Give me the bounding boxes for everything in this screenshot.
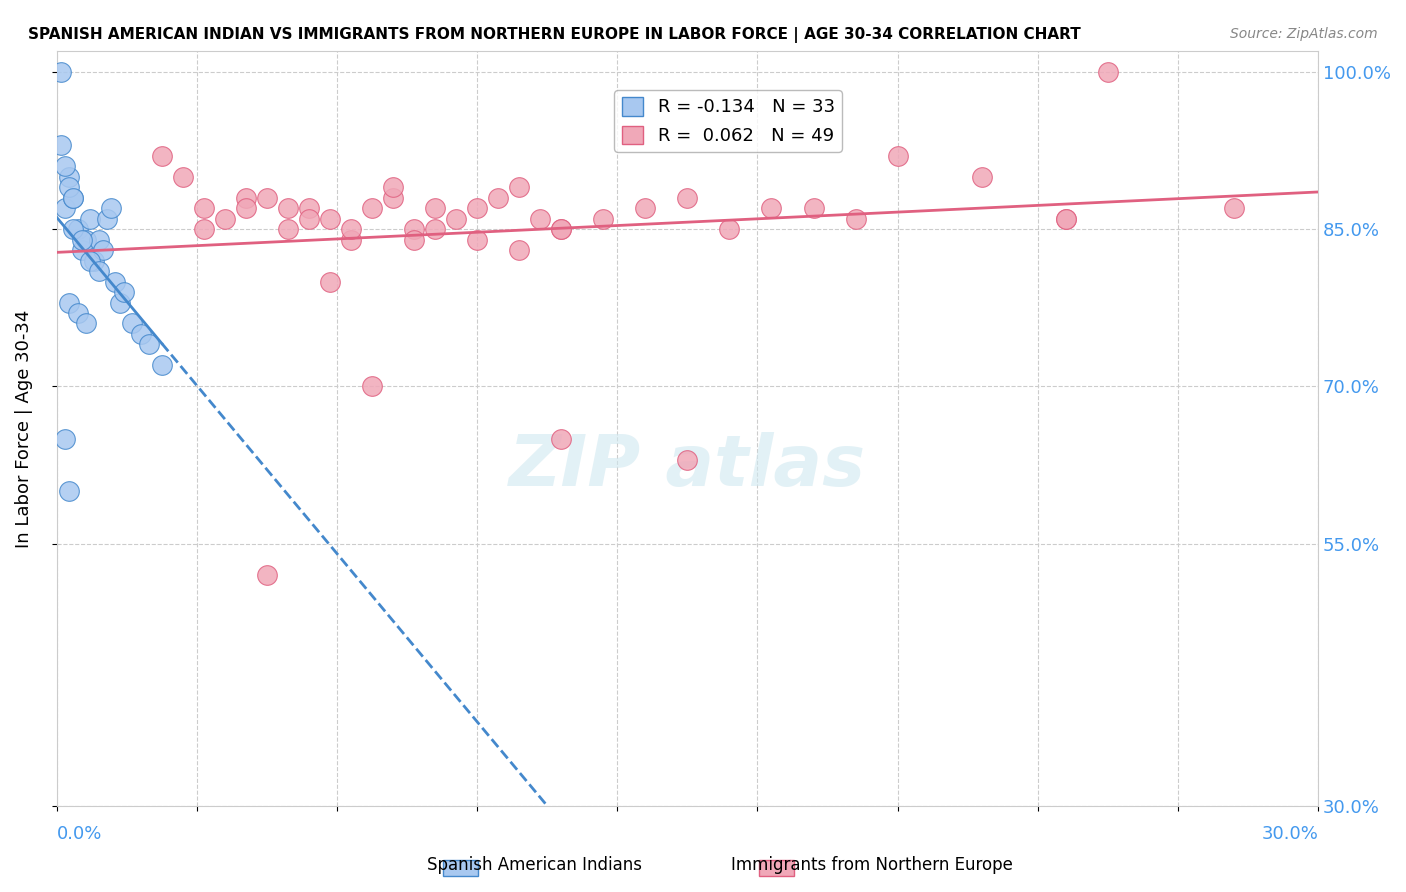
- Point: [150, 359, 173, 373]
- Point: [66, 306, 89, 320]
- Point: [235, 201, 257, 215]
- Point: [53, 159, 76, 173]
- Point: [550, 222, 572, 236]
- Point: [486, 190, 509, 204]
- Point: [319, 275, 342, 289]
- Point: [465, 201, 488, 215]
- Point: [256, 568, 278, 582]
- Point: [676, 190, 699, 204]
- Point: [87, 233, 110, 247]
- Point: [676, 453, 699, 467]
- Point: [91, 243, 114, 257]
- Point: [298, 201, 321, 215]
- Point: [444, 211, 467, 226]
- Point: [66, 222, 89, 236]
- Point: [382, 180, 405, 194]
- Point: [58, 295, 80, 310]
- Y-axis label: In Labor Force | Age 30-34: In Labor Force | Age 30-34: [15, 310, 32, 548]
- Point: [592, 211, 614, 226]
- Point: [112, 285, 135, 299]
- Point: [62, 222, 84, 236]
- Point: [70, 243, 93, 257]
- Point: [1054, 211, 1077, 226]
- Point: [508, 243, 530, 257]
- Point: [53, 432, 76, 446]
- Point: [256, 190, 278, 204]
- Legend: R = -0.134   N = 33, R =  0.062   N = 49: R = -0.134 N = 33, R = 0.062 N = 49: [614, 90, 842, 153]
- Point: [104, 275, 127, 289]
- Point: [319, 211, 342, 226]
- Text: 30.0%: 30.0%: [1261, 825, 1319, 843]
- Point: [340, 222, 363, 236]
- Text: 0.0%: 0.0%: [56, 825, 103, 843]
- Text: ZIP atlas: ZIP atlas: [509, 432, 866, 500]
- Point: [62, 190, 84, 204]
- Point: [235, 190, 257, 204]
- Point: [423, 201, 446, 215]
- Point: [58, 180, 80, 194]
- Point: [402, 233, 425, 247]
- Point: [423, 222, 446, 236]
- Point: [1223, 201, 1246, 215]
- Point: [277, 222, 299, 236]
- Point: [277, 201, 299, 215]
- Point: [1097, 64, 1119, 78]
- Point: [193, 222, 215, 236]
- Point: [96, 211, 118, 226]
- Point: [803, 201, 825, 215]
- Point: [718, 222, 741, 236]
- Point: [79, 253, 101, 268]
- Point: [970, 169, 993, 184]
- Point: [70, 233, 93, 247]
- Point: [361, 379, 384, 393]
- Point: [465, 233, 488, 247]
- Point: [172, 169, 194, 184]
- Point: [150, 148, 173, 162]
- Text: Immigrants from Northern Europe: Immigrants from Northern Europe: [731, 855, 1012, 873]
- Point: [529, 211, 551, 226]
- Point: [49, 64, 72, 78]
- Point: [402, 222, 425, 236]
- Point: [75, 233, 97, 247]
- Point: [193, 201, 215, 215]
- Point: [100, 201, 122, 215]
- Point: [550, 432, 572, 446]
- Point: [129, 326, 152, 341]
- Point: [138, 337, 160, 351]
- Point: [761, 201, 783, 215]
- Text: Spanish American Indians: Spanish American Indians: [427, 855, 641, 873]
- Point: [550, 222, 572, 236]
- Point: [83, 253, 105, 268]
- Point: [87, 264, 110, 278]
- Point: [886, 148, 908, 162]
- Point: [382, 190, 405, 204]
- Point: [214, 211, 236, 226]
- Point: [62, 190, 84, 204]
- Point: [634, 201, 657, 215]
- Point: [340, 233, 363, 247]
- Point: [298, 211, 321, 226]
- Point: [79, 211, 101, 226]
- Text: Source: ZipAtlas.com: Source: ZipAtlas.com: [1230, 27, 1378, 41]
- Point: [58, 169, 80, 184]
- Point: [75, 317, 97, 331]
- Point: [1054, 211, 1077, 226]
- Point: [845, 211, 868, 226]
- Point: [49, 138, 72, 153]
- Point: [508, 180, 530, 194]
- Point: [361, 201, 384, 215]
- Point: [53, 201, 76, 215]
- Text: SPANISH AMERICAN INDIAN VS IMMIGRANTS FROM NORTHERN EUROPE IN LABOR FORCE | AGE : SPANISH AMERICAN INDIAN VS IMMIGRANTS FR…: [28, 27, 1081, 43]
- Point: [121, 317, 143, 331]
- Point: [58, 484, 80, 499]
- Point: [108, 295, 131, 310]
